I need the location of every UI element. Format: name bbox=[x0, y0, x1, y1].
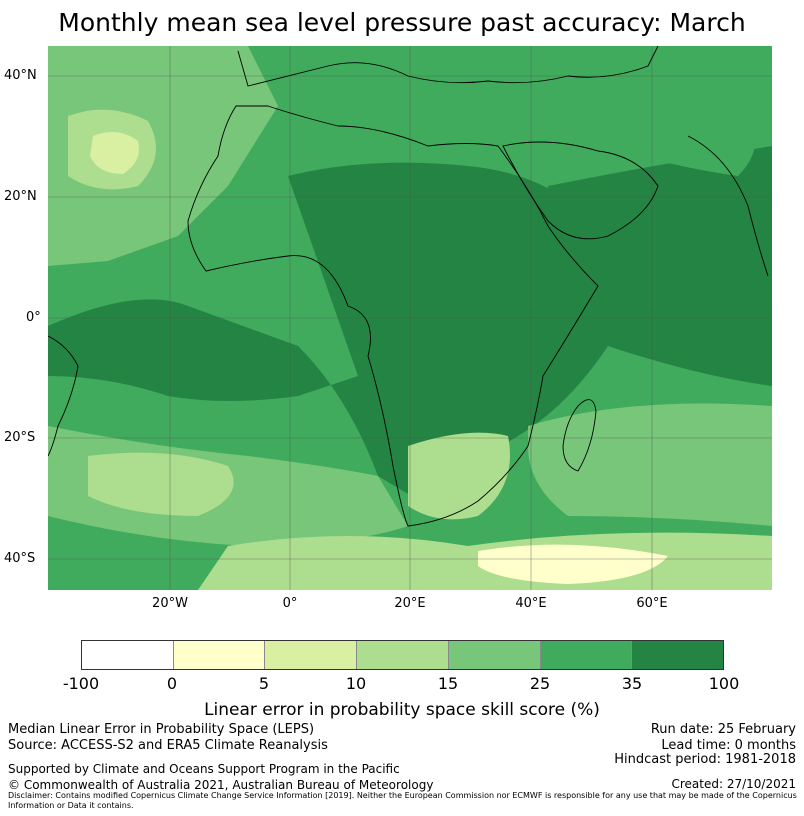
colorbar-segment-2 bbox=[265, 641, 358, 669]
coast-arabia bbox=[502, 141, 659, 240]
disclaimer-text: Disclaimer: Contains modified Copernicus… bbox=[8, 791, 797, 810]
lat-label-0: 0° bbox=[26, 310, 41, 325]
lon-label-20e: 20°E bbox=[394, 596, 426, 611]
skill-region-arabia bbox=[608, 96, 756, 176]
colorbar-label: Linear error in probability space skill … bbox=[204, 700, 600, 720]
skill-region-azores-core bbox=[90, 132, 139, 174]
lat-label-20s: 20°S bbox=[4, 430, 36, 445]
colorbar-tick: 5 bbox=[258, 674, 270, 693]
coastlines bbox=[48, 46, 769, 527]
copyright-text: © Commonwealth of Australia 2021, Austra… bbox=[8, 778, 434, 792]
colorbar-tick: 25 bbox=[529, 674, 551, 693]
support-text: Supported by Climate and Oceans Support … bbox=[8, 762, 400, 776]
colorbar-tick: -100 bbox=[62, 674, 100, 693]
lat-label-40n: 40°N bbox=[4, 68, 37, 83]
skill-region-south-atlantic-light bbox=[88, 452, 234, 516]
colorbar bbox=[81, 640, 724, 670]
coast-south-america bbox=[48, 335, 79, 457]
lat-label-20n: 20°N bbox=[4, 189, 37, 204]
method-text: Median Linear Error in Probability Space… bbox=[8, 722, 315, 737]
lon-label-60e: 60°E bbox=[636, 596, 668, 611]
lead-time: Lead time: 0 months bbox=[661, 738, 796, 753]
lon-label-0: 0° bbox=[282, 596, 298, 611]
coast-africa bbox=[187, 105, 599, 527]
skill-region-south-indian bbox=[528, 403, 772, 526]
coast-india bbox=[687, 135, 769, 277]
colorbar-tick: 15 bbox=[437, 674, 459, 693]
colorbar-segment-4 bbox=[448, 641, 541, 669]
coast-madagascar bbox=[562, 399, 597, 472]
colorbar-segment-6 bbox=[632, 641, 724, 669]
skill-map bbox=[48, 46, 772, 590]
coast-europe bbox=[237, 46, 659, 87]
source-text: Source: ACCESS-S2 and ERA5 Climate Reana… bbox=[8, 738, 328, 753]
chart-title: Monthly mean sea level pressure past acc… bbox=[58, 8, 746, 37]
colorbar-tick: 0 bbox=[166, 674, 178, 693]
map-svg bbox=[48, 46, 772, 590]
colorbar-segment-3 bbox=[357, 641, 449, 669]
skill-region-south-africa bbox=[408, 432, 510, 520]
graticule bbox=[48, 46, 772, 590]
skill-region-north-atlantic bbox=[48, 46, 278, 266]
lon-label-40e: 40°E bbox=[515, 596, 547, 611]
skill-region-africa-dark bbox=[48, 162, 628, 506]
skill-region-indian-ocean-dark bbox=[548, 146, 772, 386]
colorbar-tick: 35 bbox=[621, 674, 643, 693]
run-date: Run date: 25 February bbox=[650, 722, 796, 737]
colorbar-segment-0 bbox=[82, 641, 174, 669]
colorbar-tick: 100 bbox=[708, 674, 740, 693]
colorbar-segment-1 bbox=[173, 641, 266, 669]
skill-region-southern-yellow bbox=[478, 544, 668, 584]
lat-label-40s: 40°S bbox=[4, 551, 36, 566]
created-date: Created: 27/10/2021 bbox=[671, 777, 796, 791]
colorbar-segment-5 bbox=[540, 641, 633, 669]
lon-label-20w: 20°W bbox=[152, 596, 188, 611]
hindcast-period: Hindcast period: 1981-2018 bbox=[614, 752, 796, 767]
colorbar-tick: 10 bbox=[345, 674, 367, 693]
